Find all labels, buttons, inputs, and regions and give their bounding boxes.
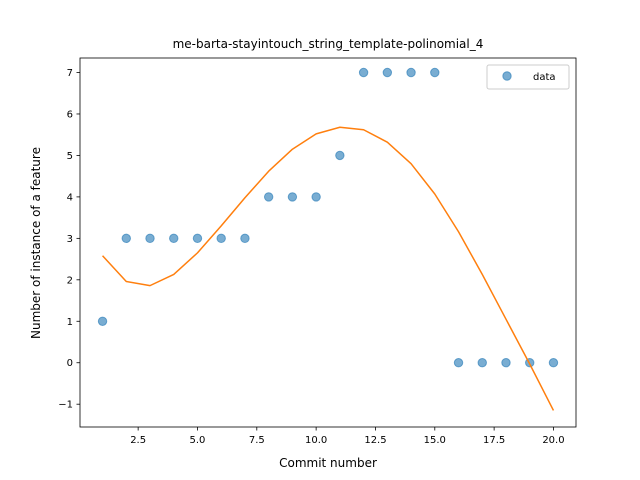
y-tick-label: 0 [67, 358, 73, 369]
x-axis-label: Commit number [279, 456, 377, 470]
data-point [431, 68, 439, 76]
data-point [336, 151, 344, 159]
y-tick-label: 1 [67, 317, 73, 328]
chart-title: me-barta-stayintouch_string_template-pol… [173, 37, 484, 51]
data-point [407, 68, 415, 76]
data-point [383, 68, 391, 76]
legend-marker [503, 72, 511, 80]
data-point [170, 234, 178, 242]
y-tick-label: −1 [58, 400, 73, 411]
y-tick-label: 5 [67, 151, 73, 162]
legend-label: data [533, 72, 556, 83]
x-tick-label: 15.0 [424, 435, 446, 446]
data-point [312, 193, 320, 201]
y-axis-label: Number of instance of a feature [29, 147, 43, 339]
data-point [193, 234, 201, 242]
data-point [288, 193, 296, 201]
data-point [478, 359, 486, 367]
x-tick-label: 5.0 [190, 435, 206, 446]
y-tick-label: 4 [67, 192, 73, 203]
legend-box [487, 65, 569, 89]
x-tick-label: 7.5 [249, 435, 265, 446]
data-point [241, 234, 249, 242]
data-point [549, 359, 557, 367]
data-point [98, 317, 106, 325]
y-tick-label: 3 [67, 234, 73, 245]
y-tick-label: 6 [67, 109, 73, 120]
x-tick-label: 17.5 [483, 435, 505, 446]
x-tick-label: 20.0 [542, 435, 564, 446]
data-point [146, 234, 154, 242]
data-point [264, 193, 272, 201]
y-tick-label: 7 [67, 68, 73, 79]
data-point [454, 359, 462, 367]
y-tick-label: 2 [67, 275, 73, 286]
data-point [502, 359, 510, 367]
data-point [359, 68, 367, 76]
data-point [122, 234, 130, 242]
x-tick-label: 12.5 [364, 435, 386, 446]
x-tick-label: 2.5 [130, 435, 146, 446]
x-tick-label: 10.0 [305, 435, 327, 446]
data-point [217, 234, 225, 242]
